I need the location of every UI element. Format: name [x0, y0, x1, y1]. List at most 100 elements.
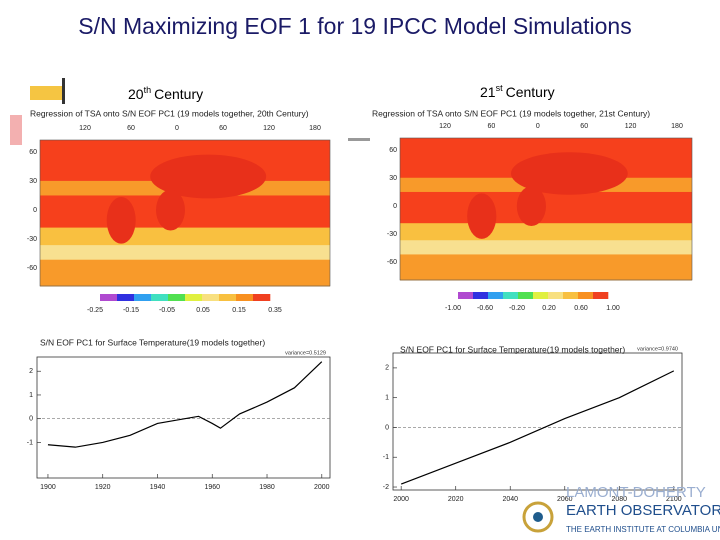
colorbar-cell — [563, 292, 579, 299]
lat-label: 60 — [29, 149, 37, 156]
colorbar-cell — [134, 294, 152, 301]
plot-frame — [36, 356, 331, 479]
lat-label: -60 — [387, 259, 397, 266]
land — [156, 189, 185, 231]
y-tick-label: -1 — [27, 439, 33, 446]
map-title: Regression of TSA onto S/N EOF PC1 (19 m… — [30, 108, 309, 118]
chart-annotation: variance=0.9740 — [637, 346, 678, 352]
slide-title: S/N Maximizing EOF 1 for 19 IPCC Model S… — [78, 13, 631, 39]
lon-label: 120 — [439, 123, 451, 130]
colorbar-cell — [202, 294, 220, 301]
map-band — [400, 254, 692, 281]
y-tick-label: -1 — [383, 454, 389, 461]
colorbar-label: -0.05 — [159, 307, 175, 314]
map-frame — [39, 139, 331, 287]
logo-text: THE EARTH INSTITUTE AT COLUMBIA UNIVERSI… — [566, 525, 720, 534]
y-tick-label: 1 — [29, 392, 33, 399]
decor — [62, 78, 65, 104]
lat-label: -30 — [387, 231, 397, 238]
colorbar-cell — [578, 292, 594, 299]
colorbar-label: 1.00 — [606, 305, 620, 312]
map — [399, 137, 693, 281]
map-title: Regression of TSA onto S/N EOF PC1 (19 m… — [372, 108, 650, 118]
colorbar-cell — [488, 292, 504, 299]
y-tick-label: 0 — [29, 416, 33, 423]
y-tick-label: 0 — [385, 424, 389, 431]
series-line — [47, 361, 323, 448]
lon-label: 120 — [263, 125, 275, 132]
colorbar-cell — [548, 292, 564, 299]
land — [467, 193, 497, 239]
chart-title: S/N EOF PC1 for Surface Temperature(19 m… — [400, 344, 625, 354]
colorbar-cell — [533, 292, 549, 299]
x-tick-label: 2060 — [557, 496, 573, 503]
x-tick-label: 2100 — [666, 496, 682, 503]
x-tick-label: 2040 — [502, 496, 518, 503]
decor — [348, 138, 370, 141]
x-tick-label: 2080 — [612, 496, 628, 503]
logo: LAMONT-DOHERTY EARTH OBSERVATORY THE EAR… — [522, 484, 720, 534]
colorbar-cell — [151, 294, 169, 301]
land — [516, 186, 547, 227]
colorbar-label: 0.35 — [268, 307, 282, 314]
lon-label: 60 — [580, 123, 588, 130]
y-tick-label: 2 — [29, 368, 33, 375]
colorbar-cell — [458, 292, 474, 299]
maps: Regression of TSA onto S/N EOF PC1 (19 m… — [27, 108, 693, 314]
chart-annotation: variance=0.5129 — [285, 350, 326, 356]
colorbar-label: -0.60 — [477, 305, 493, 312]
map-band — [400, 191, 692, 224]
map-band — [40, 195, 330, 229]
lon-label: 180 — [671, 123, 683, 130]
land — [106, 196, 136, 244]
y-tick-label: 2 — [385, 365, 389, 372]
plot-frame — [392, 352, 683, 491]
lon-label: 120 — [625, 123, 637, 130]
colorbar-cell — [117, 294, 135, 301]
lon-label: 0 — [175, 125, 179, 132]
x-tick-label: 1980 — [259, 484, 275, 491]
lat-label: 60 — [389, 147, 397, 154]
lon-label: 60 — [488, 123, 496, 130]
lat-label: -60 — [27, 265, 37, 272]
colorbar-cell — [168, 294, 186, 301]
x-tick-label: 2000 — [393, 496, 409, 503]
y-tick-label: 1 — [385, 395, 389, 402]
logo-ring — [522, 501, 554, 533]
colorbar-label: -0.25 — [87, 307, 103, 314]
lon-label: 0 — [536, 123, 540, 130]
logo-text: EARTH OBSERVATORY — [566, 502, 720, 519]
colorbar-cell — [219, 294, 237, 301]
x-tick-label: 1920 — [95, 484, 111, 491]
lon-label: 60 — [127, 125, 135, 132]
colorbar-cell — [473, 292, 489, 299]
colorbar-cell — [100, 294, 118, 301]
map — [39, 139, 331, 287]
lat-label: 30 — [29, 178, 37, 185]
logo-text: LAMONT-DOHERTY — [566, 484, 706, 501]
colorbar-label: 0.60 — [574, 305, 588, 312]
x-tick-label: 2020 — [448, 496, 464, 503]
lon-label: 60 — [219, 125, 227, 132]
lon-label: 120 — [79, 125, 91, 132]
map-band — [40, 245, 330, 261]
lat-label: -30 — [27, 236, 37, 243]
colorbar-label: -1.00 — [445, 305, 461, 312]
colorbar-cell — [253, 294, 271, 301]
map-frame — [399, 137, 693, 281]
colorbar-cell — [503, 292, 519, 299]
map-band — [400, 223, 692, 241]
colorbar-label: 0.20 — [542, 305, 556, 312]
land — [150, 154, 267, 199]
colorbar-cell — [518, 292, 534, 299]
lat-label: 30 — [389, 175, 397, 182]
colorbar-label: -0.15 — [123, 307, 139, 314]
lat-label: 0 — [393, 203, 397, 210]
x-tick-label: 1940 — [150, 484, 166, 491]
map-band — [40, 227, 330, 246]
land — [510, 152, 628, 195]
heading: 20th Century — [128, 85, 203, 101]
decor — [10, 115, 22, 145]
series-line — [400, 370, 675, 485]
